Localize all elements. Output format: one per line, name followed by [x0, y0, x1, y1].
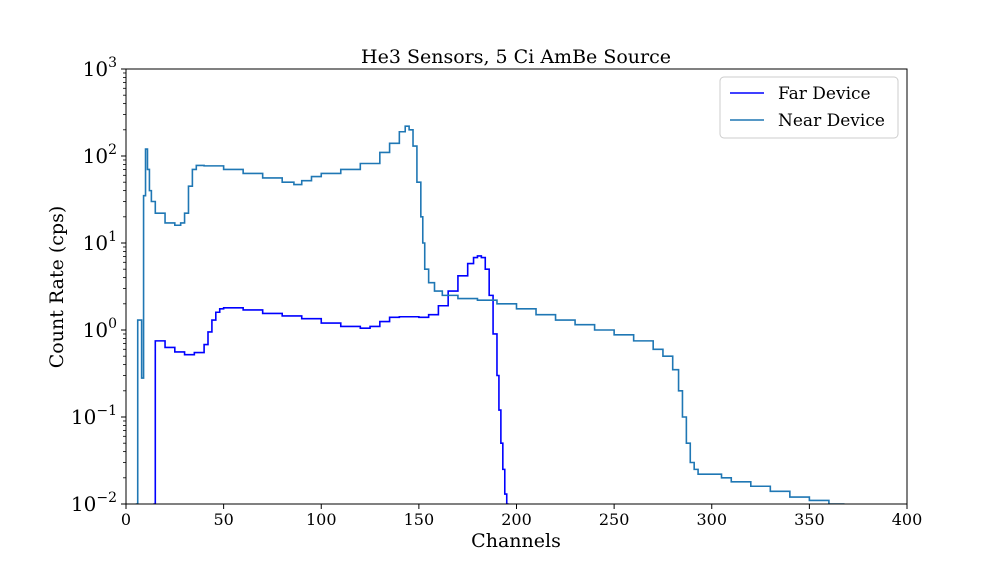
- legend-label-0: Far Device: [778, 84, 871, 104]
- legend: Far Device Near Device: [719, 76, 899, 139]
- y-tick-label-3: 101: [83, 229, 117, 255]
- x-tick-label-1: 50: [213, 510, 233, 529]
- x-axis-label: Channels: [471, 530, 561, 552]
- series-layer: [135, 125, 845, 504]
- x-tick-label-4: 200: [501, 510, 532, 529]
- x-tick-label-6: 300: [696, 510, 727, 529]
- chart-title: He3 Sensors, 5 Ci AmBe Source: [361, 46, 671, 68]
- x-tick-label-3: 150: [404, 510, 435, 529]
- x-axis: 0 50 100 150 200 250 300 350 400: [121, 504, 922, 529]
- y-tick-label-4: 102: [83, 142, 117, 168]
- legend-label-1: Near Device: [778, 111, 885, 131]
- series-line-1: [135, 125, 845, 504]
- series-line-0: [153, 255, 509, 504]
- x-tick-label-5: 250: [599, 510, 630, 529]
- y-tick-label-0: 10−2: [71, 490, 117, 516]
- x-tick-label-8: 400: [892, 510, 923, 529]
- y-tick-label-2: 100: [83, 316, 117, 342]
- y-axis-label: Count Rate (cps): [46, 206, 68, 369]
- y-tick-label-5: 103: [83, 55, 117, 81]
- x-tick-label-2: 100: [306, 510, 337, 529]
- y-tick-label-1: 10−1: [71, 403, 117, 429]
- x-tick-label-0: 0: [121, 510, 131, 529]
- y-axis: 10−2 10−1 100 101 102 103: [71, 55, 126, 516]
- legend-box: [719, 76, 899, 139]
- x-tick-label-7: 350: [794, 510, 825, 529]
